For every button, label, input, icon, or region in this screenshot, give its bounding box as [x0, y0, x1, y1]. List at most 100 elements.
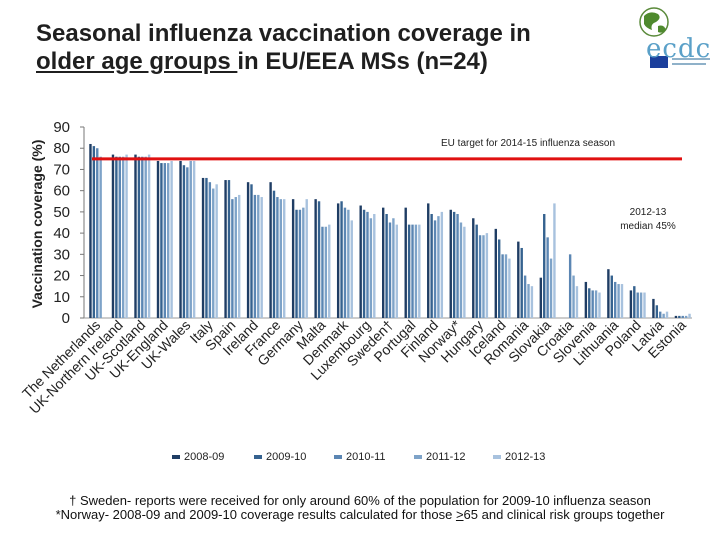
bar: [568, 254, 572, 318]
bar: [452, 211, 456, 318]
bar: [144, 156, 147, 318]
bar: [588, 288, 591, 318]
bar: [246, 182, 250, 318]
bar: [279, 199, 283, 318]
bar: [298, 209, 302, 318]
bar: [433, 220, 437, 318]
bar: [456, 214, 459, 318]
bar: [475, 224, 478, 318]
bar: [594, 290, 598, 318]
legend-item: 2010-11: [334, 451, 386, 463]
y-tick-label: 40: [53, 225, 70, 242]
bar: [253, 194, 257, 318]
bar: [340, 201, 343, 318]
eu-flag-icon: [650, 56, 668, 68]
bar: [314, 199, 317, 318]
bar: [584, 281, 588, 318]
bar: [118, 156, 121, 318]
title-line-1: Seasonal influenza vaccination coverage …: [36, 20, 531, 47]
bar: [449, 209, 452, 318]
bar: [163, 163, 167, 318]
bar: [362, 209, 366, 318]
bar: [141, 156, 144, 318]
bar: [111, 154, 115, 318]
bar: [607, 269, 610, 318]
bar: [494, 228, 497, 318]
bar: [613, 281, 617, 318]
bar: [269, 182, 272, 318]
y-axis-label: Vaccination coverage (%): [29, 140, 45, 309]
bar: [382, 207, 385, 318]
bar: [662, 313, 665, 318]
legend-item: 2011-12: [414, 451, 466, 463]
bar: [99, 156, 102, 318]
bar: [617, 284, 620, 318]
bar: [659, 311, 662, 318]
legend-label: 2010-11: [346, 451, 386, 463]
bar: [463, 226, 466, 318]
footnote-norway-pre: *Norway- 2008-09 and 2009-10 coverage re…: [55, 507, 456, 522]
bar: [546, 237, 549, 318]
y-tick-label: 20: [53, 268, 70, 285]
bar: [295, 209, 298, 318]
ecdc-globe-logo: [639, 7, 710, 68]
bar: [170, 160, 173, 318]
bar: [205, 177, 208, 318]
bar: [636, 292, 639, 318]
bar: [539, 277, 543, 318]
y-tick-label: 70: [53, 161, 70, 178]
bar: [234, 197, 237, 318]
bar: [482, 235, 485, 318]
bar: [665, 311, 669, 318]
bar: [125, 154, 128, 318]
bar: [276, 197, 279, 318]
bar: [598, 292, 601, 318]
bar: [404, 207, 407, 318]
y-tick-label: 50: [53, 204, 70, 221]
logo-strapline: [672, 58, 710, 60]
bar: [430, 214, 433, 318]
bar: [224, 180, 227, 318]
title-line-2: older age groups in EU/EEA MSs (n=24): [36, 48, 636, 76]
bar: [167, 163, 170, 318]
bar: [527, 284, 530, 318]
bar: [681, 315, 684, 318]
bar: [610, 275, 613, 318]
bar: [134, 154, 137, 318]
bar: [629, 290, 633, 318]
bar: [414, 224, 418, 318]
bar: [497, 239, 501, 318]
page-title: Seasonal influenza vaccination coverage …: [36, 20, 636, 76]
bar: [652, 298, 655, 318]
legend-label: 2009-10: [266, 451, 307, 463]
bar: [212, 188, 215, 318]
logo-strapline-2: [672, 63, 706, 65]
bar: [523, 275, 527, 318]
bar: [89, 143, 92, 318]
bar: [192, 160, 196, 318]
legend-item: 2009-10: [254, 451, 306, 463]
y-tick-label: 30: [53, 246, 70, 263]
bar: [549, 258, 553, 318]
bar: [459, 222, 463, 318]
bar: [504, 254, 508, 318]
bar: [317, 201, 321, 318]
bar: [520, 247, 523, 318]
bar: [411, 224, 414, 318]
footnote: † Sweden- reports were received for only…: [0, 494, 720, 522]
legend-swatch: [254, 455, 262, 460]
ecdc-logo-text: ecdc: [646, 34, 712, 64]
bar: [121, 156, 125, 318]
bar: [291, 199, 295, 318]
y-tick-label: 90: [53, 119, 70, 136]
bar: [395, 224, 398, 318]
bar: [684, 315, 688, 318]
bar: [231, 199, 234, 318]
bar: [472, 218, 475, 318]
bar: [388, 222, 392, 318]
bar: [440, 211, 444, 318]
bar: [508, 258, 511, 318]
median-annotation-line1: 2012-13: [630, 207, 667, 218]
bar: [575, 286, 579, 318]
bar: [257, 194, 260, 318]
